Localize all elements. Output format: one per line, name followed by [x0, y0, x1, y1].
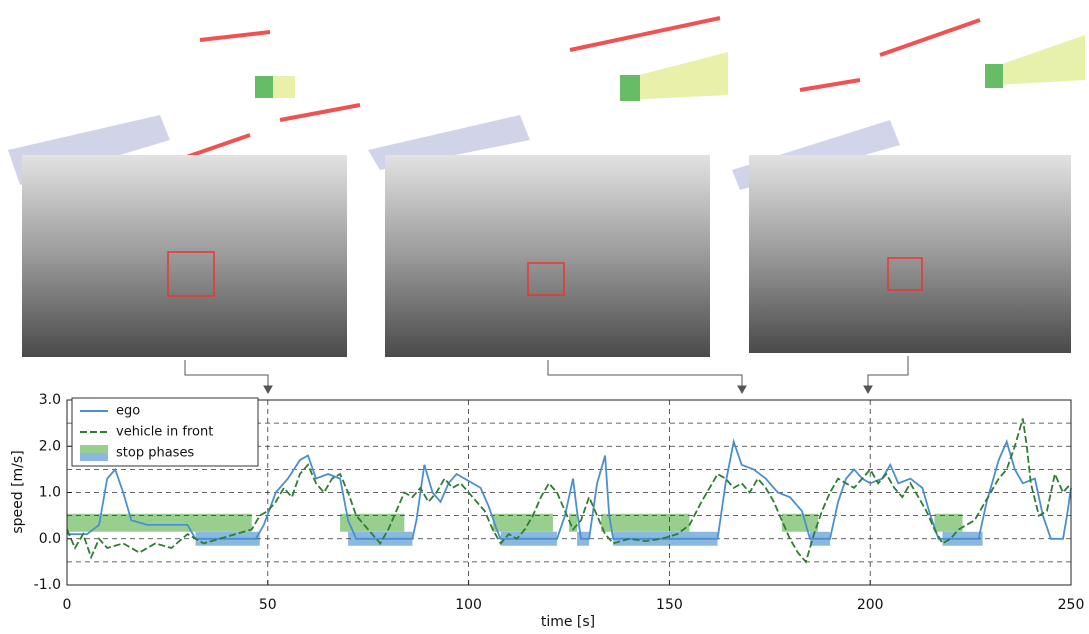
y-axis-label: speed [m/s]	[10, 450, 26, 533]
plot: -1.0 0.0 1.0 2.0 3.0 0 50 100 150 200 250 ego vehicl…	[34, 392, 1085, 613]
y-tick-label: -1.0	[34, 577, 61, 593]
x-tick-label: 200	[857, 597, 884, 613]
legend-label: ego	[116, 404, 140, 419]
connector-arrows	[185, 356, 908, 393]
camera-images	[22, 155, 1071, 357]
y-tick-label: 1.0	[39, 485, 61, 501]
y-tick-label: 2.0	[39, 438, 61, 454]
stop-phase	[493, 514, 553, 532]
legend-label: stop phases	[116, 446, 194, 461]
legend-swatch	[80, 445, 108, 453]
stop-phase	[782, 514, 818, 532]
x-axis-label: time [s]	[541, 614, 595, 630]
y-tick-label: 0.0	[39, 531, 61, 547]
figure: -1.0 0.0 1.0 2.0 3.0 0 50 100 150 200 250 ego vehicl…	[0, 0, 1089, 634]
x-tick-label: 150	[656, 597, 683, 613]
stop-phase	[601, 514, 689, 532]
x-tick-label: 250	[1058, 597, 1085, 613]
legend: ego vehicle in front stop phases	[72, 398, 258, 466]
legend-swatch	[80, 453, 108, 461]
x-tick-label: 50	[259, 597, 277, 613]
y-tick-label: 3.0	[39, 392, 61, 408]
legend-label: vehicle in front	[116, 425, 213, 440]
x-tick-label: 0	[63, 597, 72, 613]
x-tick-label: 100	[455, 597, 482, 613]
